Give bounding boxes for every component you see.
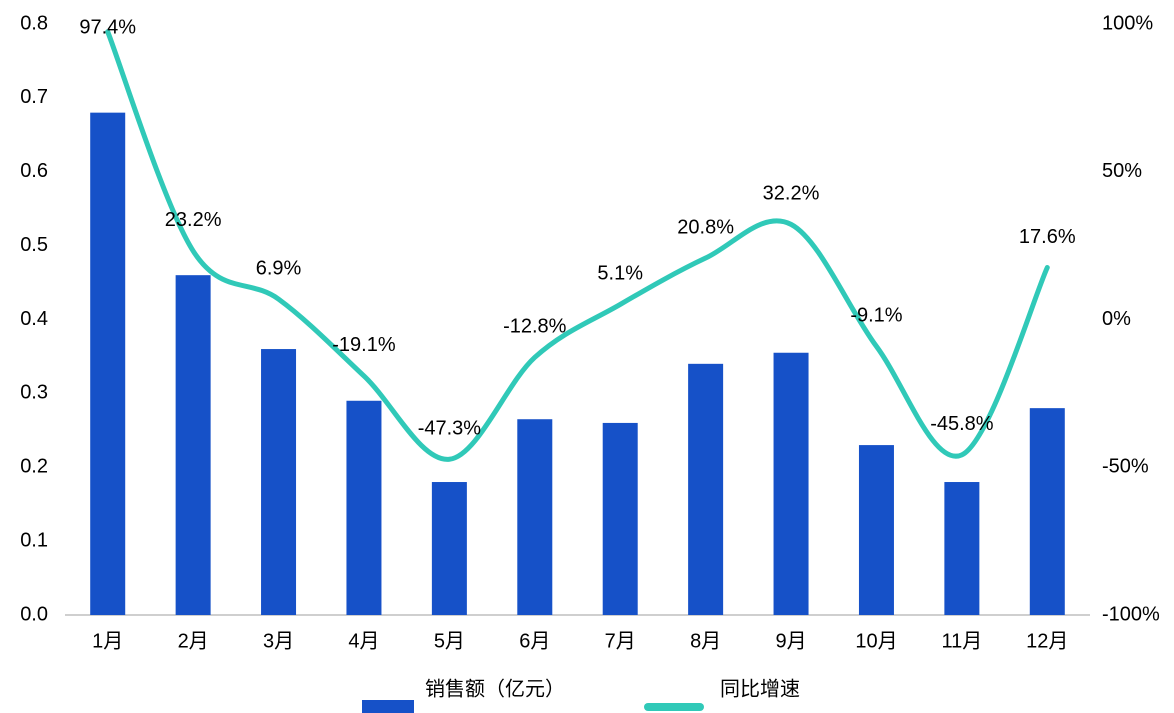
y-tick-label: 0.0: [20, 603, 48, 625]
legend-swatch: [362, 700, 414, 713]
y-tick-label: 0.6: [20, 160, 48, 182]
data-label: 5.1%: [597, 263, 643, 285]
line: [105, 29, 1050, 462]
x-tick-label: 10月: [855, 630, 897, 652]
x-tick-label: 5月: [434, 630, 465, 652]
y-tick-label: 0.4: [20, 308, 48, 330]
y-tick-label: 0.5: [20, 234, 48, 256]
bar: [944, 482, 980, 615]
data-label: -47.3%: [418, 418, 482, 440]
legend-label: 同比增速: [720, 677, 800, 700]
y-tick-label: 0.1: [20, 529, 48, 551]
legend-label: 销售额（亿元）: [425, 677, 565, 700]
x-tick-label: 3月: [263, 630, 294, 652]
data-label: 32.2%: [763, 183, 820, 205]
x-tick-label: 6月: [519, 630, 550, 652]
data-label: 97.4%: [79, 16, 136, 38]
data-label: 20.8%: [677, 216, 734, 238]
data-label: 23.2%: [165, 209, 222, 231]
data-label: 6.9%: [256, 257, 302, 279]
data-label: -19.1%: [332, 334, 396, 356]
x-tick-label: 9月: [775, 630, 806, 652]
x-tick-label: 12月: [1026, 630, 1068, 652]
y2-tick-label: 0%: [1102, 308, 1131, 330]
bar: [688, 363, 724, 615]
y2-tick-label: 50%: [1102, 160, 1142, 182]
x-tick-label: 7月: [605, 630, 636, 652]
x-tick-label: 4月: [348, 630, 379, 652]
bar: [1029, 408, 1065, 615]
y-tick-label: 0.8: [20, 12, 48, 34]
y-tick-label: 0.7: [20, 86, 48, 108]
bar: [175, 275, 211, 615]
data-label: -45.8%: [930, 413, 994, 435]
bar: [346, 400, 382, 615]
x-tick-label: 2月: [178, 630, 209, 652]
bar: [261, 349, 297, 615]
data-label: -12.8%: [503, 316, 567, 338]
bar: [517, 419, 553, 615]
bar: [858, 445, 894, 615]
y2-tick-label: -100%: [1102, 603, 1160, 625]
data-label: -9.1%: [850, 305, 902, 327]
y2-tick-label: 100%: [1102, 12, 1153, 34]
x-tick-label: 11月: [941, 630, 982, 652]
bar: [90, 112, 126, 616]
data-label: 17.6%: [1019, 226, 1076, 248]
y-tick-label: 0.3: [20, 382, 48, 404]
x-tick-label: 8月: [690, 630, 721, 652]
bar: [773, 352, 809, 615]
x-tick-label: 1月: [92, 630, 123, 652]
y-tick-label: 0.2: [20, 456, 48, 478]
y2-tick-label: -50%: [1102, 456, 1149, 478]
bar: [431, 482, 467, 615]
bar: [602, 422, 638, 615]
